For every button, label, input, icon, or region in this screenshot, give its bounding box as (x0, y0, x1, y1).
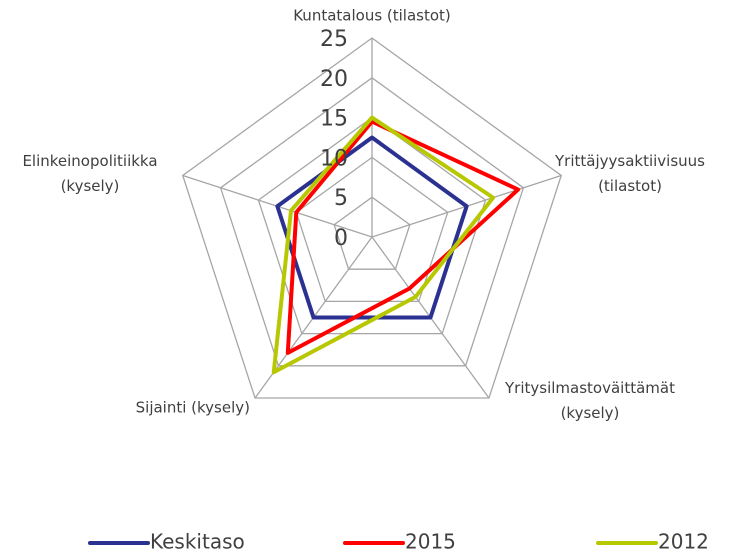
grid-ring (295, 156, 449, 303)
legend-label: 2015 (405, 530, 456, 554)
category-label: Elinkeinopolitiikka (kysely) (22, 152, 157, 195)
series-line (271, 115, 496, 375)
r-tick-label: 25 (320, 27, 348, 52)
r-tick-label: 5 (334, 186, 348, 211)
grid-ring (257, 116, 487, 335)
category-label: Yritysilmastoväittämät (kysely) (504, 379, 675, 422)
category-label: Yrittäjyysaktiivisuus (tilastot) (554, 152, 705, 195)
r-tick-label: 15 (320, 107, 348, 132)
grid-ring (219, 76, 525, 367)
grid-ring (333, 196, 411, 270)
r-tick-label: 10 (320, 146, 348, 171)
r-tick-label: 20 (320, 67, 348, 92)
grid-ring (181, 37, 563, 399)
r-tick-label: 0 (334, 226, 348, 251)
legend-label: Keskitaso (150, 530, 245, 554)
category-label: Sijainti (kysely) (136, 399, 250, 417)
series-line (275, 135, 469, 320)
category-label: Kuntatalous (tilastot) (293, 7, 451, 25)
series-line (285, 119, 521, 355)
legend-label: 2012 (658, 530, 709, 554)
